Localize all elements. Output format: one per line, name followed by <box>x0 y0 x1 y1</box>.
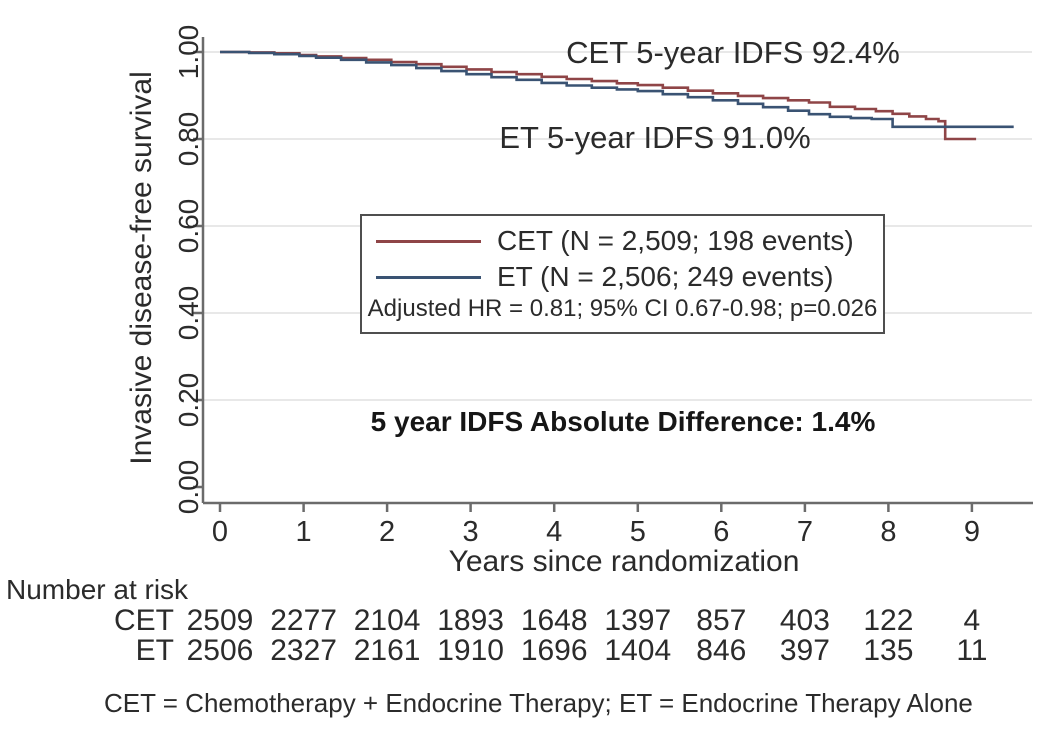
x-tick-label: 3 <box>463 516 479 548</box>
et-curve <box>220 50 1014 129</box>
x-tick-label: 0 <box>212 516 228 548</box>
legend-row-cet: CET (N = 2,509; 198 events) <box>376 225 883 257</box>
x-tick-label: 4 <box>546 516 562 548</box>
et-line-swatch-icon <box>376 275 481 279</box>
x-tick-label: 9 <box>964 516 980 548</box>
hazard-ratio-note: Adjusted HR = 0.81; 95% CI 0.67-0.98; p=… <box>367 295 878 322</box>
survival-curves <box>220 50 1014 141</box>
cet-line-swatch-icon <box>376 239 481 243</box>
abbreviation-caption: CET = Chemotherapy + Endocrine Therapy; … <box>104 688 973 718</box>
y-tick-label: 0.00 <box>173 460 204 515</box>
y-tick-label: 0.60 <box>173 199 204 254</box>
y-tick-label: 0.40 <box>173 286 204 341</box>
x-tick-label: 2 <box>379 516 395 548</box>
y-tick-label: 0.20 <box>173 373 204 428</box>
y-tick-label: 0.80 <box>173 112 204 167</box>
legend-box: CET (N = 2,509; 198 events) ET (N = 2,50… <box>360 214 885 334</box>
axes: 1.00 0.80 0.60 0.40 0.20 0.00 0 1 2 3 4 5 6 7 8 9 <box>173 25 1033 548</box>
cet-curve <box>220 50 977 141</box>
legend-label-et: ET (N = 2,506; 249 events) <box>497 261 834 292</box>
absolute-difference-annotation: 5 year IDFS Absolute Difference: 1.4% <box>370 406 876 437</box>
risk-table-heading: Number at risk <box>6 574 189 605</box>
x-tick-label: 8 <box>880 516 896 548</box>
legend-row-et: ET (N = 2,506; 249 events) <box>376 261 883 293</box>
et-curve-annotation: ET 5-year IDFS 91.0% <box>499 120 811 155</box>
x-tick-label: 7 <box>797 516 813 548</box>
x-tick-label: 5 <box>630 516 646 548</box>
y-tick-label: 1.00 <box>173 25 204 80</box>
cet-curve-annotation: CET 5-year IDFS 92.4% <box>566 35 900 70</box>
y-axis-title: Invasive disease-free survival <box>125 71 158 465</box>
legend-label-cet: CET (N = 2,509; 198 events) <box>497 225 854 256</box>
x-tick-label: 1 <box>296 516 312 548</box>
x-tick-label: 6 <box>713 516 729 548</box>
x-axis-title: Years since randomization <box>448 545 800 578</box>
